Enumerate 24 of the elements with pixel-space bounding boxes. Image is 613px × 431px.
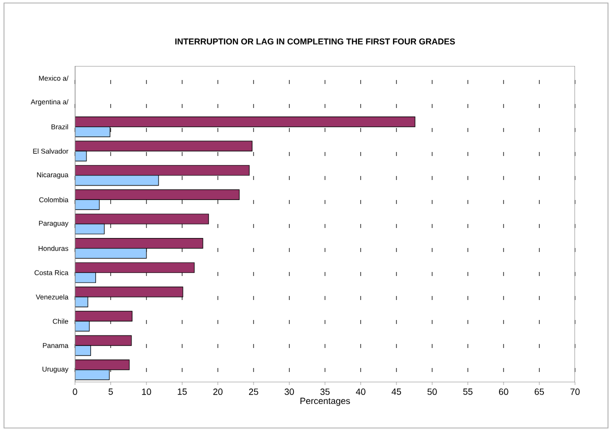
bar [75,370,110,380]
bar [75,126,110,138]
x-tick-label: 25 [249,388,258,395]
x-tick-label: 45 [392,388,402,395]
x-tick-label: 60 [499,388,508,395]
bar [75,320,90,332]
x-tick-label: 15 [178,388,187,395]
x-tick-label: 0 [72,388,78,395]
chart-title: INTERRUPTION OR LAG IN COMPLETING THE FIRST FOUR GRADES [175,38,455,44]
x-axis-title: Percentages [300,398,350,406]
x-tick-label: 35 [320,388,330,395]
bar [75,272,96,283]
bar [75,199,100,210]
x-tick-label: 50 [428,388,437,395]
x-tick-label: 10 [142,388,152,395]
x-tick-label: 20 [213,388,223,395]
x-tick-label: 30 [284,388,294,395]
x-tick-label: 55 [463,388,472,395]
x-tick-label: 5 [108,388,113,395]
bar [75,175,159,186]
bar [75,248,147,259]
x-tick-label: 65 [534,388,544,395]
x-tick-label: 40 [356,388,366,395]
x-tick-label: 70 [570,388,580,395]
